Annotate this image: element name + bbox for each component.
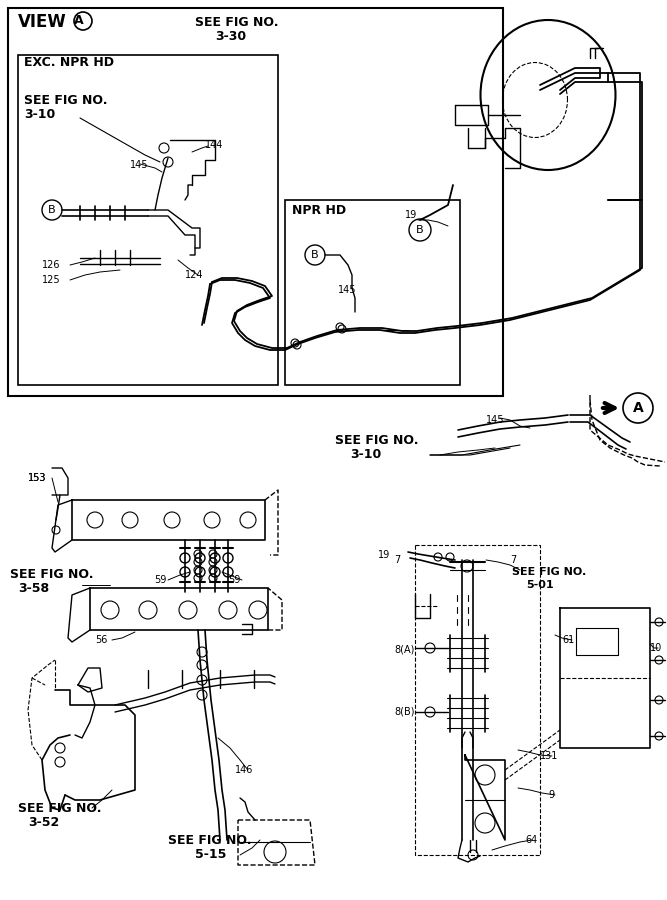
Text: 3-52: 3-52 bbox=[28, 815, 59, 829]
Text: B: B bbox=[48, 205, 56, 215]
Text: 5-15: 5-15 bbox=[195, 849, 226, 861]
Text: EXC. NPR HD: EXC. NPR HD bbox=[24, 56, 114, 68]
Bar bbox=[8, 8, 503, 396]
Text: 153: 153 bbox=[28, 473, 47, 483]
Text: VIEW: VIEW bbox=[18, 13, 67, 31]
Text: SEE FIG NO.: SEE FIG NO. bbox=[18, 802, 101, 814]
Text: 124: 124 bbox=[185, 270, 203, 280]
Text: 145: 145 bbox=[338, 285, 356, 295]
Text: 145: 145 bbox=[130, 160, 149, 170]
Text: SEE FIG NO.: SEE FIG NO. bbox=[195, 15, 279, 29]
Text: SEE FIG NO.: SEE FIG NO. bbox=[168, 833, 251, 847]
Text: 126: 126 bbox=[42, 260, 61, 270]
Text: 8(B): 8(B) bbox=[394, 707, 414, 717]
Text: 125: 125 bbox=[42, 275, 61, 285]
Text: SEE FIG NO.: SEE FIG NO. bbox=[24, 94, 107, 106]
Text: 131: 131 bbox=[540, 751, 558, 761]
Text: 19: 19 bbox=[405, 210, 418, 220]
Text: 10: 10 bbox=[650, 643, 662, 653]
Text: 8(A): 8(A) bbox=[394, 645, 414, 655]
Text: NPR HD: NPR HD bbox=[292, 203, 346, 217]
Text: SEE FIG NO.: SEE FIG NO. bbox=[10, 569, 93, 581]
Text: 3-58: 3-58 bbox=[18, 581, 49, 595]
Text: 61: 61 bbox=[562, 635, 574, 645]
Text: 7: 7 bbox=[394, 555, 400, 565]
Text: 59: 59 bbox=[228, 575, 240, 585]
Text: 7: 7 bbox=[510, 555, 516, 565]
Bar bbox=[18, 55, 278, 385]
Text: B: B bbox=[311, 250, 319, 260]
Text: 153: 153 bbox=[28, 473, 47, 483]
Text: 3-30: 3-30 bbox=[215, 30, 246, 42]
Text: 144: 144 bbox=[205, 140, 223, 150]
Text: 56: 56 bbox=[95, 635, 107, 645]
Text: 146: 146 bbox=[235, 765, 253, 775]
Text: SEE FIG NO.: SEE FIG NO. bbox=[335, 434, 418, 446]
Text: A: A bbox=[74, 14, 84, 28]
Text: 59: 59 bbox=[154, 575, 166, 585]
Text: B: B bbox=[416, 225, 424, 235]
Text: 5-01: 5-01 bbox=[526, 580, 554, 590]
Text: 3-10: 3-10 bbox=[24, 109, 55, 122]
Text: 19: 19 bbox=[378, 550, 390, 560]
Text: A: A bbox=[632, 401, 644, 415]
Text: 145: 145 bbox=[486, 415, 504, 425]
Text: 3-10: 3-10 bbox=[350, 448, 382, 462]
Text: 64: 64 bbox=[525, 835, 537, 845]
Text: SEE FIG NO.: SEE FIG NO. bbox=[512, 567, 586, 577]
Text: 9: 9 bbox=[548, 790, 554, 800]
Bar bbox=[285, 200, 460, 385]
